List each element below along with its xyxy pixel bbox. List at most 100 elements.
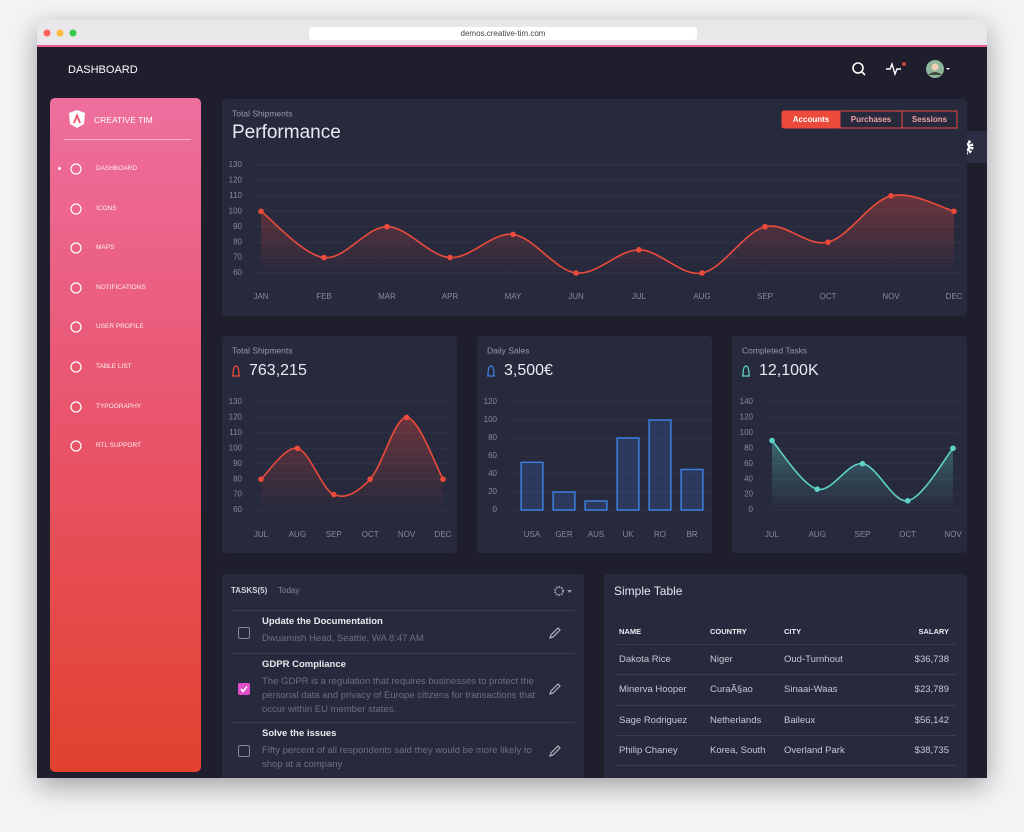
column-header: SALARY [918, 627, 949, 636]
icon-shape [232, 365, 240, 377]
table-cell: $56,142 [914, 714, 949, 726]
url-bar[interactable]: demos.creative-tim.com [309, 27, 697, 40]
tab-label[interactable]: Accounts [793, 115, 830, 124]
icon-shape [70, 282, 82, 294]
y-tick-label: 60 [488, 451, 497, 460]
column-header: NAME [619, 627, 642, 636]
point [367, 476, 373, 482]
point [950, 445, 956, 452]
y-tick-label: 70 [233, 490, 242, 499]
line-area [261, 194, 954, 274]
x-tick-label: SEP [757, 292, 773, 301]
y-tick-label: 40 [488, 469, 497, 478]
edit-icon[interactable] [548, 682, 562, 696]
task-checkbox[interactable] [238, 745, 250, 757]
sidebar-icon [70, 400, 82, 413]
sidebar-icon [70, 321, 82, 333]
sidebar-icon [70, 361, 82, 373]
table-cell: $36,738 [914, 654, 949, 665]
table-cell: $23,789 [914, 684, 949, 696]
y-tick-label: 120 [229, 176, 243, 185]
sidebar-label: USER PROFILE [96, 323, 144, 331]
point [859, 460, 866, 467]
x-tick-label: OCT [899, 530, 916, 539]
tab-label[interactable]: Sessions [912, 115, 948, 124]
point [294, 445, 301, 452]
y-tick-label: 0 [749, 505, 754, 514]
task-checkbox[interactable] [238, 626, 250, 639]
y-tick-label: 90 [233, 459, 242, 468]
chart-title: 3,500€ [504, 362, 553, 379]
pencil [549, 682, 561, 695]
y-tick-label: 40 [744, 474, 753, 483]
row-divider [615, 765, 956, 767]
y-tick-label: 100 [229, 443, 243, 452]
x-tick-label: AUG [693, 292, 710, 301]
edit-icon[interactable] [548, 626, 562, 640]
x-tick-label: DEC [435, 530, 452, 539]
task-checkbox[interactable] [238, 682, 250, 695]
activity-icon[interactable] [886, 61, 901, 77]
line-area [261, 417, 443, 510]
task-title: Solve the issues [262, 728, 337, 739]
x-tick-label: APR [442, 292, 459, 301]
zoom-button[interactable] [69, 29, 77, 37]
card-icon [742, 365, 750, 377]
task-title: Update the Documentation [262, 616, 383, 627]
icon-shape [742, 365, 750, 377]
y-tick-label: 110 [229, 191, 242, 200]
sidebar-icon [70, 202, 82, 215]
tasks-settings[interactable] [552, 584, 576, 598]
tab[interactable] [901, 110, 958, 129]
x-tick-label: FEB [316, 292, 332, 301]
checkmark [240, 685, 248, 693]
task-description: Dwuamish Head, Seattle, WA 8:47 AM [262, 633, 424, 644]
edit-icon[interactable] [548, 744, 562, 758]
avatar[interactable] [926, 60, 950, 78]
point [258, 208, 264, 215]
task-description: Fifty percent of all respondents said th… [262, 745, 532, 770]
y-tick-label: 100 [740, 428, 754, 437]
sidebar-icon [70, 440, 82, 452]
line [260, 194, 955, 275]
icon-shape [70, 202, 82, 215]
header-icons [852, 60, 950, 78]
search-icon[interactable] [852, 62, 866, 76]
close-button[interactable] [43, 29, 51, 37]
x-tick-label: JUL [254, 530, 269, 539]
x-tick-label: AUG [809, 530, 826, 539]
tasks-completed-card: Completed Tasks 12,100K 0 20 40 60 80 100 120 140… [732, 336, 967, 553]
minimize-button[interactable] [56, 29, 64, 37]
sidebar-label: RTL SUPPORT [96, 442, 142, 450]
y-tick-label: 60 [233, 505, 242, 514]
sidebar-label: DASHBOARD [96, 165, 138, 172]
x-tick-label: SEP [854, 530, 870, 539]
row-divider [615, 674, 956, 676]
table-cell: Niger [710, 654, 733, 665]
tasks-filter[interactable]: Today [278, 586, 300, 595]
chart-title: Performance [232, 122, 341, 143]
y-tick-label: 60 [744, 459, 753, 468]
y-tick-label: 20 [744, 490, 753, 499]
x-tick-label: BR [686, 530, 697, 539]
bar [648, 419, 672, 511]
task-divider [231, 722, 575, 723]
x-tick-label: AUG [289, 530, 306, 539]
tab-label[interactable]: Purchases [851, 115, 892, 124]
sidebar [50, 98, 201, 772]
point [403, 414, 410, 421]
x-tick-label: OCT [820, 292, 837, 301]
table-cell: Sage Rodriguez [619, 714, 688, 726]
row-divider [615, 734, 956, 736]
point [762, 223, 768, 230]
point [258, 476, 264, 482]
x-tick-label: AUS [588, 530, 604, 539]
checkbox-box [238, 682, 250, 695]
window-controls [43, 29, 77, 37]
point [814, 486, 821, 492]
table-cell: Dakota Rice [619, 654, 671, 665]
y-tick-label: 110 [229, 428, 242, 437]
chart-subtitle: Completed Tasks [742, 345, 807, 355]
point [769, 437, 775, 444]
x-tick-label: JUL [765, 530, 780, 539]
